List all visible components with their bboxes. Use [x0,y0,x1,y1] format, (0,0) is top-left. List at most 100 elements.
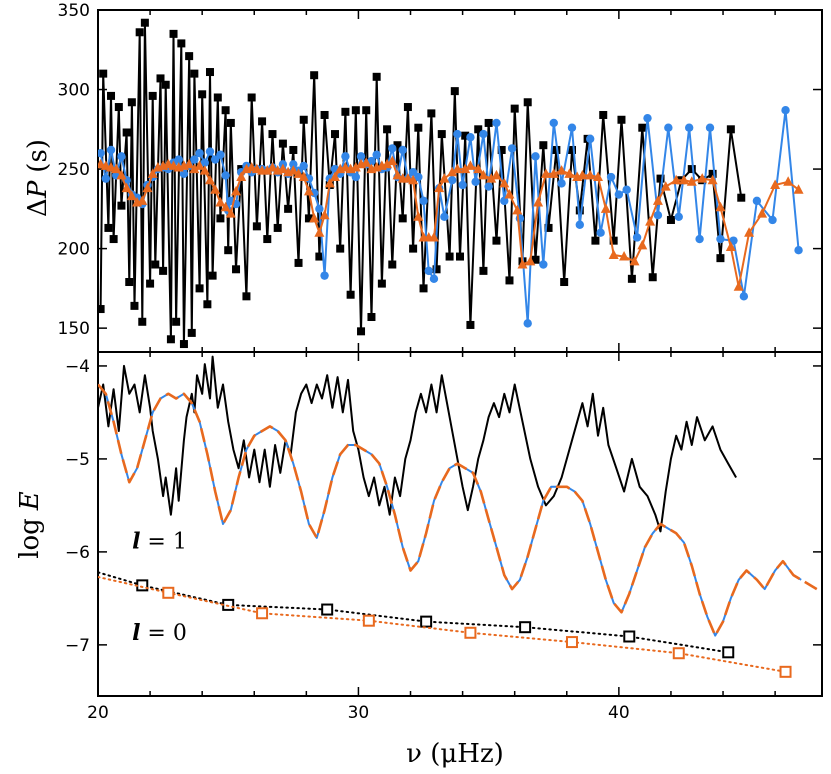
dp-series-1-point [398,145,407,155]
dp-series-1-point [484,182,493,191]
dp-series-2-point [486,173,497,183]
dp-series-0-point [708,169,717,178]
dp-series-2-point [413,211,424,221]
dp-series-2-point [121,182,132,193]
dp-series-1-point [471,177,480,186]
dp-series-1-point [356,152,366,161]
dp-series-1-point [739,292,749,301]
dp-series-0-point [393,141,402,150]
dp-series-0-point [414,123,423,132]
dp-series-0-point [362,106,371,115]
dp-series-2-point [556,165,567,175]
dp-series-0-point [315,252,324,261]
dp-series-1-point [567,123,577,132]
dp-series-0-point [203,300,212,309]
dp-series-2-point [293,168,304,178]
dp-series-0-point [232,265,241,274]
dp-series-1-point [440,212,449,221]
loge-series-3-line [98,571,730,654]
dp-series-2-point [499,177,510,188]
dp-series-2-point [204,174,215,185]
dp-series-0-point [427,109,436,118]
dp-series-0-point [648,273,657,282]
dp-series-2-point [512,204,523,215]
dp-series-1-point [458,180,467,190]
dp-series-0-point [357,327,366,336]
dp-series-2-point [147,168,158,178]
dp-series-2-point [408,174,419,185]
dp-series-1-point [351,172,361,182]
dp-series-0-point [437,130,446,139]
dp-series-0-point [617,115,626,124]
dp-series-2-point [548,168,559,178]
dp-series-2-point [428,231,439,242]
dp-series-0-point [450,87,459,96]
dp-series-2-point [678,174,689,185]
dp-series-2-point [465,160,476,170]
dp-series-2-point [697,173,708,183]
dp-series-0-point [159,266,168,275]
dp-series-0-point [299,115,308,124]
dp-series-1-point [684,123,694,132]
dp-series-1-point [794,245,803,255]
dp-series-1-point [117,152,126,161]
loge-series-4-point [672,647,685,660]
loge-series-3-point [623,630,636,643]
dp-series-1-point [190,155,199,164]
dp-series-0-point [294,258,303,267]
dp-series-0-point [737,193,746,202]
dp-series-1-point [622,185,631,194]
dp-series-0-point [544,223,553,232]
dp-series-1-point [539,260,548,269]
dp-series-1-point [695,234,704,244]
dp-series-0-point [492,236,501,245]
dp-series-2-point [460,163,471,174]
dp-series-1-point [101,174,111,183]
dp-series-2-point [473,163,484,174]
dp-series-1-point [531,152,540,161]
degree-label-1: l = 0 [132,620,187,646]
dp-series-0-point [252,222,261,231]
dp-series-1-point [632,233,642,242]
dp-series-0-point [567,145,576,154]
dp-series-0-line [99,21,743,345]
dp-series-0-point [403,103,412,112]
dp-series-0-point [351,106,360,115]
loge-series-4-point [565,636,578,649]
dp-series-0-point [198,90,207,99]
dp-series-0-point [466,320,475,329]
dp-series-1-point [424,266,433,276]
dp-series-0-point [109,235,118,244]
dp-series-0-point [599,110,608,119]
dp-series-0-point [273,223,282,232]
dp-series-1-point [320,271,329,280]
dp-series-2-point [478,169,489,180]
dp-series-0-point [539,141,548,150]
dp-series-0-point [226,118,235,127]
dp-series-1-point [614,190,624,199]
dp-series-0-point [242,292,251,301]
dp-series-0-point [687,165,696,174]
dp-series-2-point [715,201,726,212]
dp-series-0-point [104,223,113,232]
dp-series-0-point [432,265,441,274]
dp-series-1-point [106,145,116,155]
dp-series-0-point [208,271,217,280]
dp-series-2-point [517,259,528,269]
dp-series-0-point [177,39,186,48]
dp-series-0-point [146,279,155,288]
dp-series-0-point [107,91,116,100]
dp-series-2-point [303,185,314,196]
dp-series-0-point [505,276,514,285]
dp-ytick-label: 300 [58,81,90,101]
dp-series-0-point [310,71,319,80]
dp-series-0-point [575,206,584,215]
dp-series-2-point [184,158,195,169]
dp-series-0-point [221,106,230,115]
dp-series-2-point [288,165,299,175]
dp-series-0-point [284,204,293,213]
dp-series-1-point [453,129,462,139]
dp-series-1-point [523,319,532,328]
dp-ytick-label: 350 [58,1,90,21]
dp-series-0-point [666,215,675,224]
